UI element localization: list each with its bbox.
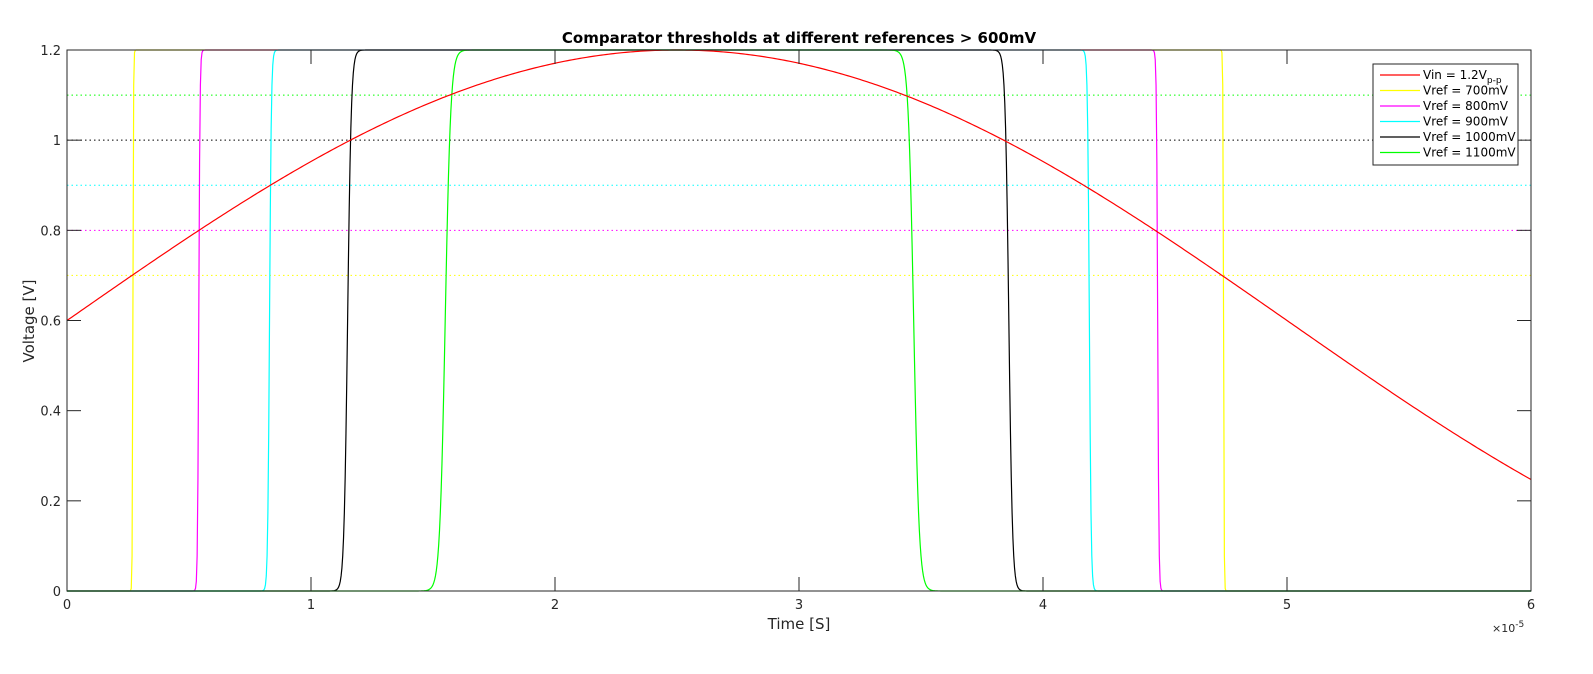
x-tick-label: 6 (1527, 598, 1535, 613)
x-tick-label: 1 (307, 598, 315, 613)
x-tick-label: 3 (795, 598, 803, 613)
y-tick-label: 1.2 (40, 44, 61, 59)
legend-label-text: Vref = 700mV (1423, 84, 1509, 98)
y-axis-label: Voltage [V] (20, 280, 38, 363)
legend-label-text: Vref = 800mV (1423, 99, 1509, 113)
x-axis-label: Time [S] (767, 615, 831, 633)
y-tick-label: 0 (53, 585, 61, 600)
y-tick-label: 1 (53, 134, 61, 149)
x-exponent-base: ×10 (1492, 622, 1515, 635)
y-tick-label: 0.2 (40, 495, 61, 510)
legend-label: Vin = 1.2Vp-p (1423, 68, 1502, 86)
legend-label-text: Vref = 1100mV (1423, 146, 1516, 160)
chart-title: Comparator thresholds at different refer… (562, 29, 1037, 47)
reference-lines (67, 94, 1531, 276)
legend-label-text: Vref = 1000mV (1423, 130, 1516, 144)
x-exponent-power: -5 (1515, 620, 1524, 630)
legend-label-subscript: p-p (1487, 76, 1502, 86)
legend-label: Vref = 900mV (1423, 115, 1509, 129)
legend-label: Vref = 1000mV (1423, 130, 1516, 144)
legend-label: Vref = 1100mV (1423, 146, 1516, 160)
x-exponent: ×10-5 (1492, 620, 1524, 635)
x-tick-label: 0 (63, 598, 71, 613)
x-tick-label: 2 (551, 598, 559, 613)
x-tick-label: 5 (1283, 598, 1291, 613)
plot-area (67, 50, 1531, 591)
y-tick-label: 0.6 (40, 315, 61, 330)
legend-label: Vref = 700mV (1423, 84, 1509, 98)
legend-label: Vref = 800mV (1423, 99, 1509, 113)
x-tick-label: 4 (1039, 598, 1047, 613)
legend-label-text: Vref = 900mV (1423, 115, 1509, 129)
y-tick-label: 0.4 (40, 405, 61, 420)
axis-ticks: 0 1 2 3 4 5 6 0 0.2 0.4 0.6 0.8 1 1.2 (40, 44, 1535, 613)
y-tick-label: 0.8 (40, 224, 61, 239)
legend-label-text: Vin = 1.2V (1423, 68, 1488, 82)
legend-box (1372, 63, 1519, 166)
